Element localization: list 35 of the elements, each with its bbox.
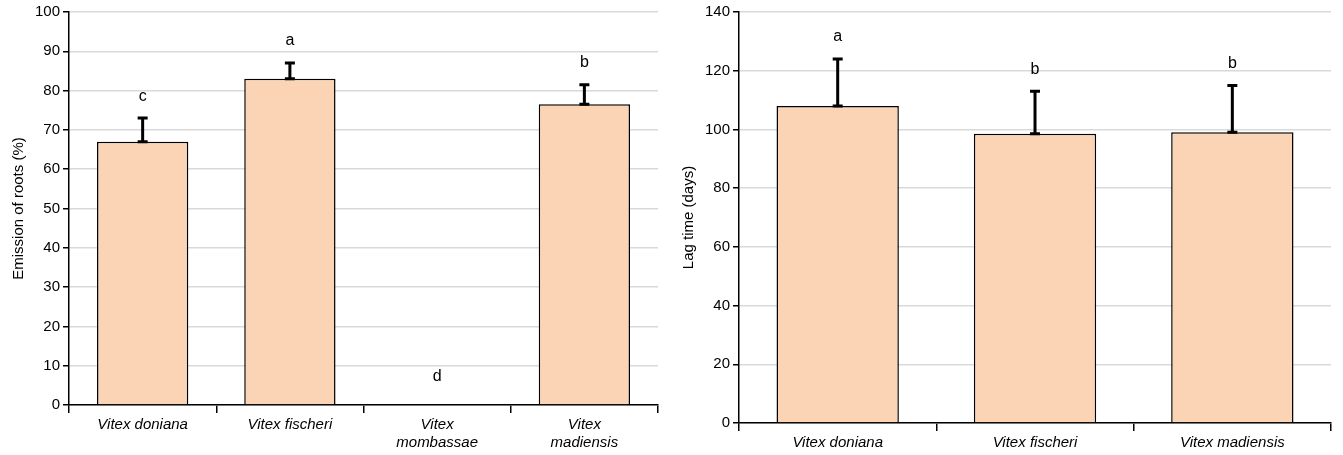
x-tick-label: Vitex madiensis bbox=[550, 415, 619, 451]
y-tick-label: 80 bbox=[43, 80, 61, 98]
annotation: b bbox=[579, 53, 589, 71]
y-tick-label: 90 bbox=[43, 41, 61, 59]
y-tick-label: 60 bbox=[713, 237, 731, 254]
x-tick-label: Vitex doniana bbox=[97, 415, 188, 433]
y-tick-label: 120 bbox=[705, 60, 731, 78]
x-tick-label: Vitex mombassae bbox=[396, 415, 478, 451]
y-tick-label: 70 bbox=[43, 120, 61, 138]
annotation: d bbox=[432, 367, 442, 385]
x-tick-label: Vitex madiensis bbox=[1179, 433, 1286, 451]
x-tick-label: Vitex doniana bbox=[792, 433, 884, 451]
y-tick-label: 20 bbox=[713, 354, 731, 372]
y-tick-label: 140 bbox=[705, 2, 731, 20]
y-tick-label: 40 bbox=[43, 237, 61, 255]
y-tick-label: 60 bbox=[43, 159, 61, 177]
annotation: c bbox=[138, 86, 147, 104]
y-axis-title: Emission of roots (%) bbox=[9, 137, 27, 280]
annotation: a bbox=[833, 27, 843, 45]
y-tick-label: 40 bbox=[713, 295, 731, 313]
x-tick-label: Vitex fischeri bbox=[247, 415, 333, 433]
y-tick-label: 50 bbox=[43, 198, 61, 216]
y-tick-label: 100 bbox=[35, 2, 61, 20]
y-tick-label: 0 bbox=[721, 413, 731, 431]
annotation: b bbox=[1227, 53, 1237, 71]
y-tick-label: 10 bbox=[43, 355, 61, 373]
y-tick-label: 100 bbox=[705, 119, 731, 137]
annotation: a bbox=[285, 31, 295, 49]
y-axis-title: Lag time (days) bbox=[679, 165, 697, 270]
y-tick-label: 80 bbox=[713, 178, 731, 196]
x-tick-label: Vitex fischeri bbox=[992, 433, 1079, 451]
y-tick-label: 30 bbox=[43, 277, 61, 295]
y-tick-label: 20 bbox=[43, 316, 61, 334]
y-tick-label: 0 bbox=[51, 395, 61, 413]
annotation: b bbox=[1030, 59, 1040, 77]
